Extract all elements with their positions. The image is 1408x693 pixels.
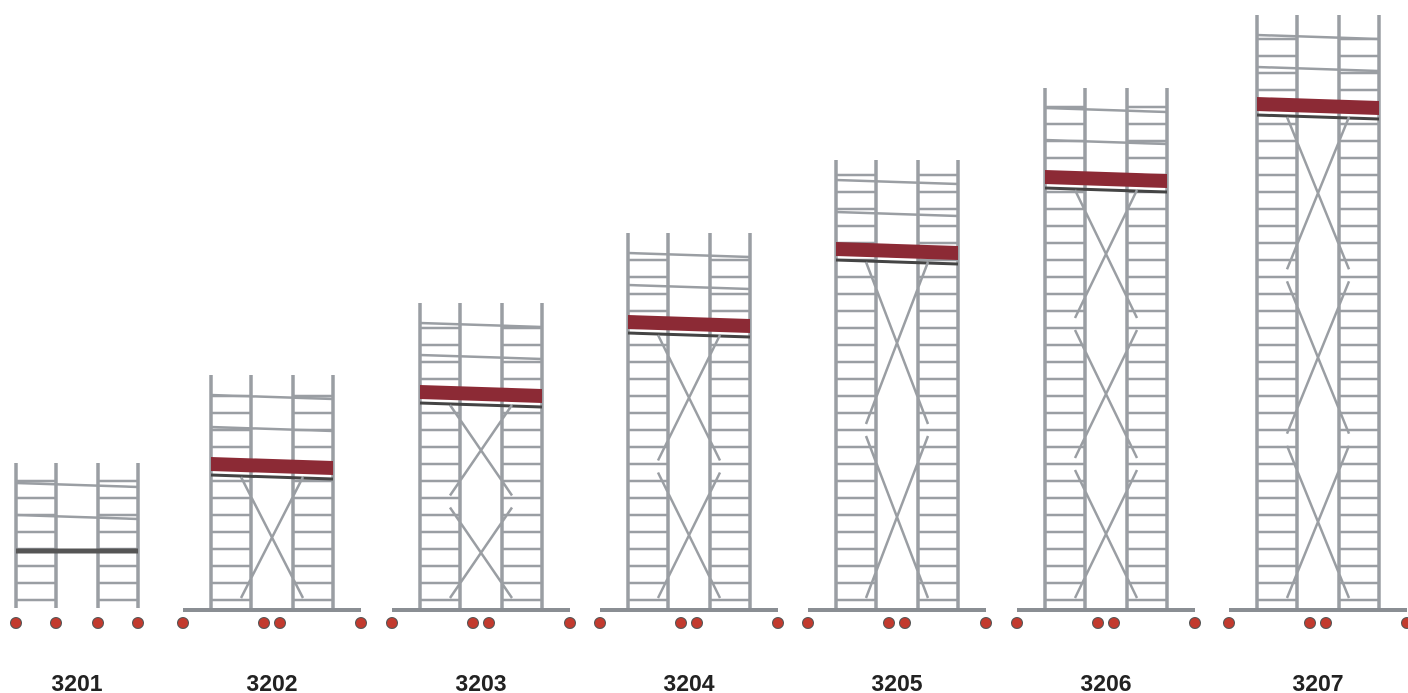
wheel [50, 617, 62, 629]
tube [835, 258, 959, 266]
model-label: 3203 [455, 670, 506, 693]
tube [656, 471, 722, 599]
wheel [564, 617, 576, 629]
wheel [132, 617, 144, 629]
tube [627, 331, 751, 339]
wheel [1320, 617, 1332, 629]
wheel [274, 617, 286, 629]
wheel [483, 617, 495, 629]
tube [239, 476, 305, 599]
tube [864, 261, 930, 425]
wheel [467, 617, 479, 629]
tube [1044, 106, 1168, 114]
wheel [1223, 617, 1235, 629]
tube [1285, 116, 1351, 270]
tube [1285, 445, 1351, 599]
wheel [675, 617, 687, 629]
wheel [980, 617, 992, 629]
platform [1257, 97, 1379, 115]
tube [419, 321, 543, 329]
model-label: 3201 [51, 670, 102, 693]
tube [419, 401, 543, 409]
scaffold-tower [594, 233, 784, 629]
model-label: 3204 [663, 670, 714, 693]
tube [15, 481, 139, 489]
wheel [883, 617, 895, 629]
tube [15, 513, 139, 521]
platform [1045, 170, 1167, 188]
wheel [1108, 617, 1120, 629]
model-label: 3202 [246, 670, 297, 693]
scaffold-tower [1011, 88, 1201, 629]
tube [1044, 186, 1168, 194]
wheel [802, 617, 814, 629]
wheel [386, 617, 398, 629]
wheel [177, 617, 189, 629]
wheel [10, 617, 22, 629]
tube [448, 506, 514, 599]
platform [836, 242, 958, 260]
tube [1044, 138, 1168, 146]
wheel [1092, 617, 1104, 629]
tube [656, 334, 722, 462]
tube [1073, 329, 1139, 459]
wheel [899, 617, 911, 629]
platform [628, 315, 750, 333]
wheel [355, 617, 367, 629]
tube [627, 283, 751, 291]
scaffold-tower [386, 303, 576, 629]
tube [419, 353, 543, 361]
tube [210, 393, 334, 401]
model-label: 3205 [871, 670, 922, 693]
wheel [1304, 617, 1316, 629]
tube [448, 404, 514, 497]
tube [210, 473, 334, 481]
scaffold-tower [1223, 15, 1408, 629]
tube [627, 251, 751, 259]
wheel [258, 617, 270, 629]
tube [864, 435, 930, 599]
tube [835, 210, 959, 218]
tube [1256, 33, 1380, 41]
wheel [594, 617, 606, 629]
wheel [1011, 617, 1023, 629]
wheel [1401, 617, 1408, 629]
model-label: 3207 [1292, 670, 1343, 693]
tube [1073, 469, 1139, 599]
tube [1073, 189, 1139, 319]
tube [1256, 65, 1380, 73]
wheel [92, 617, 104, 629]
scaffold-tower [10, 463, 144, 629]
wheel [691, 617, 703, 629]
platform [420, 385, 542, 403]
scaffold-tower [802, 160, 992, 629]
wheel [1189, 617, 1201, 629]
platform [211, 457, 333, 475]
tube [1256, 113, 1380, 121]
tube [210, 425, 334, 433]
model-label: 3206 [1080, 670, 1131, 693]
tube [835, 178, 959, 186]
scaffold-tower [177, 375, 367, 629]
tube [1285, 280, 1351, 435]
wheel [772, 617, 784, 629]
